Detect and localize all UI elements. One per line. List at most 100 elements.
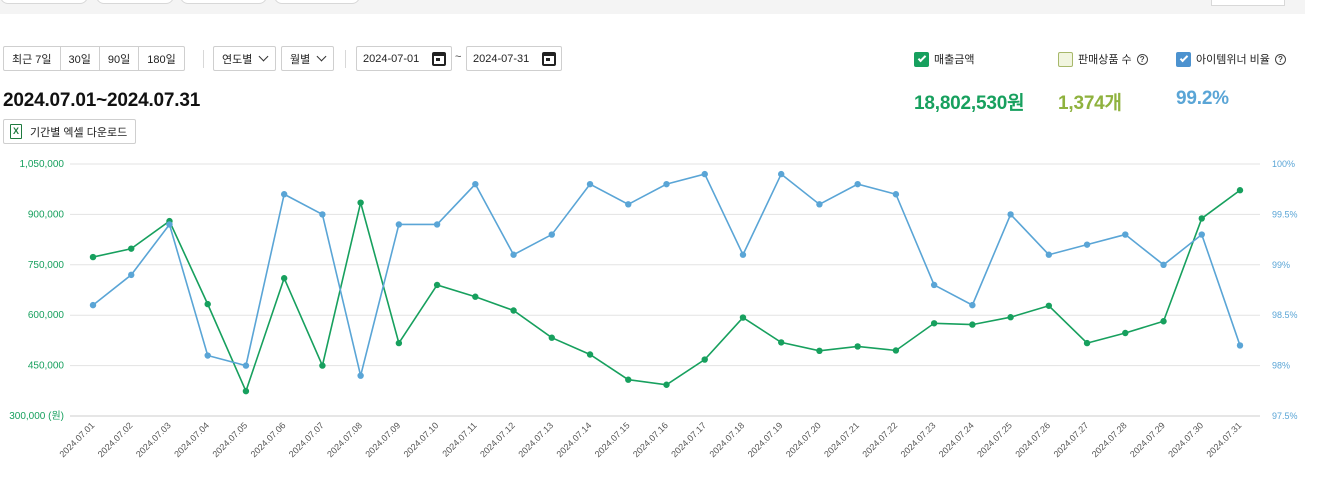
- data-point-sales: [1007, 314, 1014, 321]
- start-date-value: 2024-07-01: [363, 52, 420, 65]
- calendar-icon[interactable]: [432, 51, 446, 66]
- x-tick-label: 2024.07.12: [478, 420, 517, 459]
- x-tick-label: 2024.07.17: [669, 420, 708, 459]
- data-point-sales: [128, 245, 135, 252]
- data-point-winner-rate: [816, 201, 823, 208]
- data-point-sales: [280, 275, 288, 282]
- data-point-winner-rate: [586, 180, 594, 188]
- data-point-sales: [242, 387, 250, 395]
- x-tick-label: 2024.07.26: [1013, 420, 1052, 459]
- x-tick-label: 2024.07.30: [1166, 420, 1205, 459]
- yearly-select[interactable]: 연도별: [213, 46, 276, 71]
- period-7days-button[interactable]: 최근 7일: [4, 47, 61, 70]
- data-point-sales: [625, 376, 632, 383]
- date-separator: ~: [455, 51, 462, 63]
- divider: [345, 50, 346, 68]
- data-point-winner-rate: [357, 372, 364, 379]
- x-tick-label: 2024.07.14: [555, 420, 594, 459]
- x-tick-label: 2024.07.18: [707, 420, 746, 459]
- data-point-sales: [1198, 215, 1205, 222]
- legend-toggle-winner[interactable]: 아이템위너 비율 ?: [1176, 51, 1286, 67]
- data-point-sales: [395, 339, 403, 347]
- data-point-sales: [357, 199, 364, 206]
- data-point-sales: [1083, 339, 1091, 347]
- end-date-value: 2024-07-31: [473, 52, 530, 65]
- chevron-down-icon: [258, 51, 269, 62]
- data-point-sales: [739, 314, 747, 321]
- x-tick-label: 2024.07.19: [746, 420, 785, 459]
- legend-toggle-products[interactable]: 판매상품 수 ?: [1058, 51, 1148, 67]
- excel-file-icon: X: [10, 124, 22, 139]
- top-filter-chip[interactable]: [96, 0, 174, 4]
- end-date-input[interactable]: 2024-07-31: [466, 46, 562, 71]
- x-tick-label: 2024.07.15: [593, 420, 632, 459]
- data-point-sales: [892, 347, 900, 354]
- data-point-sales: [89, 253, 97, 261]
- top-filter-chip[interactable]: [180, 0, 267, 4]
- data-point-winner-rate: [663, 180, 670, 188]
- x-tick-label: 2024.07.01: [57, 420, 96, 459]
- checkbox-unchecked-icon[interactable]: [1058, 51, 1073, 67]
- data-point-sales: [778, 339, 785, 346]
- data-point-sales: [204, 300, 211, 308]
- x-tick-label: 2024.07.28: [1090, 420, 1129, 459]
- data-point-winner-rate: [969, 301, 976, 309]
- top-right-control[interactable]: [1211, 0, 1285, 6]
- data-point-winner-rate: [1198, 231, 1205, 238]
- y-left-tick-label: 600,000: [28, 310, 65, 321]
- data-point-winner-rate: [778, 170, 785, 178]
- data-point-winner-rate: [242, 362, 250, 369]
- data-point-sales: [854, 343, 861, 350]
- x-tick-label: 2024.07.10: [402, 420, 441, 459]
- x-tick-label: 2024.07.03: [134, 420, 173, 459]
- y-right-tick-label: 98%: [1272, 361, 1290, 371]
- top-filter-chip[interactable]: [274, 0, 360, 4]
- data-point-winner-rate: [1160, 261, 1167, 268]
- series-line-winner-rate: [92, 172, 1241, 376]
- top-filter-chip[interactable]: [0, 0, 88, 4]
- y-right-tick-label: 99%: [1272, 260, 1290, 270]
- x-tick-label: 2024.07.06: [249, 420, 288, 459]
- x-tick-label: 2024.07.31: [1204, 420, 1243, 459]
- legend-toggle-sales[interactable]: 매출금액: [914, 51, 974, 67]
- help-icon[interactable]: ?: [1136, 53, 1148, 65]
- excel-download-label: 기간별 엑셀 다운로드: [30, 126, 128, 139]
- checkbox-checked-icon[interactable]: [1176, 51, 1191, 67]
- start-date-input[interactable]: 2024-07-01: [356, 46, 452, 71]
- monthly-select-label: 월별: [290, 53, 311, 66]
- data-point-sales: [816, 347, 823, 355]
- legend-winner-label: 아이템위너 비율: [1196, 54, 1270, 66]
- data-point-winner-rate: [892, 191, 900, 198]
- range-title: 2024.07.01~2024.07.31: [3, 90, 201, 111]
- y-left-tick-label: 300,000 (원): [9, 410, 64, 422]
- period-180days-button[interactable]: 180일: [147, 53, 176, 66]
- y-left-tick-label: 1,050,000: [20, 159, 65, 170]
- data-point-sales: [472, 293, 479, 300]
- monthly-select[interactable]: 월별: [281, 46, 334, 71]
- data-point-winner-rate: [1083, 241, 1091, 248]
- period-90days-button[interactable]: 90일: [100, 47, 140, 70]
- data-point-winner-rate: [433, 221, 441, 228]
- help-icon[interactable]: ?: [1274, 53, 1286, 65]
- excel-download-button[interactable]: X 기간별 엑셀 다운로드: [3, 119, 137, 144]
- data-point-sales: [1236, 187, 1244, 194]
- data-point-winner-rate: [510, 251, 517, 258]
- x-tick-label: 2024.07.05: [210, 420, 249, 459]
- checkbox-checked-icon[interactable]: [914, 51, 929, 67]
- x-tick-label: 2024.07.29: [1128, 420, 1167, 459]
- x-tick-label: 2024.07.11: [440, 420, 478, 458]
- data-point-sales: [969, 321, 976, 328]
- data-point-winner-rate: [319, 211, 326, 218]
- x-tick-label: 2024.07.27: [1052, 420, 1091, 459]
- y-right-tick-label: 97.5%: [1272, 411, 1298, 421]
- x-tick-label: 2024.07.21: [822, 420, 861, 459]
- yearly-select-label: 연도별: [222, 53, 253, 66]
- y-right-tick-label: 98.5%: [1272, 310, 1298, 320]
- y-left-tick-label: 900,000: [28, 209, 65, 220]
- data-point-winner-rate: [1045, 251, 1053, 258]
- period-30days-button[interactable]: 30일: [61, 47, 100, 70]
- data-point-sales: [586, 351, 594, 358]
- x-tick-label: 2024.07.16: [631, 420, 670, 459]
- calendar-icon[interactable]: [542, 51, 556, 66]
- data-point-sales: [1045, 302, 1053, 309]
